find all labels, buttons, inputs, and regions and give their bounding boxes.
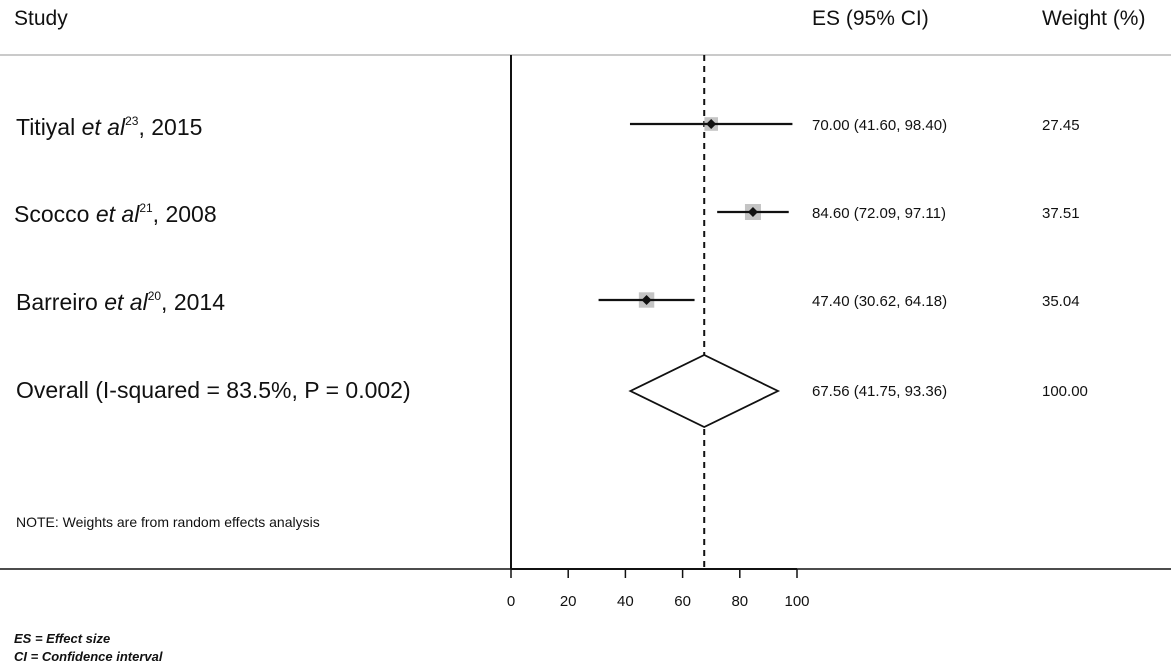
x-tick-label: 40: [617, 593, 634, 610]
plot-marks: [598, 117, 793, 429]
x-axis-ticks: 0 20 40 60 80 100: [507, 569, 810, 610]
study-point-estimate: [641, 295, 652, 305]
x-tick-label: 100: [784, 593, 809, 610]
weight-value-3: 35.04: [1042, 293, 1080, 310]
es-value-3: 47.40 (30.62, 64.18): [812, 293, 947, 310]
study-label-3: Barreiro et al20, 2014: [16, 289, 225, 315]
weight-value-overall: 100.00: [1042, 383, 1088, 400]
x-tick-label: 80: [731, 593, 748, 610]
es-value-1: 70.00 (41.60, 98.40): [812, 117, 947, 134]
footnote-es: ES = Effect size: [14, 631, 110, 646]
es-value-overall: 67.56 (41.75, 93.36): [812, 383, 947, 400]
x-tick-label: 0: [507, 593, 515, 610]
overall-diamond: [628, 353, 781, 429]
x-tick-label: 60: [674, 593, 691, 610]
footnote-ci: CI = Confidence interval: [14, 649, 163, 664]
header-weight: Weight (%): [1042, 7, 1145, 30]
overall-label: Overall (I-squared = 83.5%, P = 0.002): [16, 377, 411, 403]
study-label-1: Titiyal et al23, 2015: [16, 114, 202, 140]
weights-note: NOTE: Weights are from random effects an…: [16, 514, 320, 530]
x-tick-label: 20: [560, 593, 577, 610]
weight-value-1: 27.45: [1042, 117, 1080, 134]
es-value-2: 84.60 (72.09, 97.11): [812, 205, 946, 222]
study-label-2: Scocco et al21, 2008: [14, 201, 217, 227]
header-es: ES (95% CI): [812, 7, 929, 30]
study-point-estimate: [747, 207, 758, 217]
weight-value-2: 37.51: [1042, 205, 1080, 222]
study-point-estimate: [706, 119, 717, 129]
header-study: Study: [14, 7, 68, 30]
